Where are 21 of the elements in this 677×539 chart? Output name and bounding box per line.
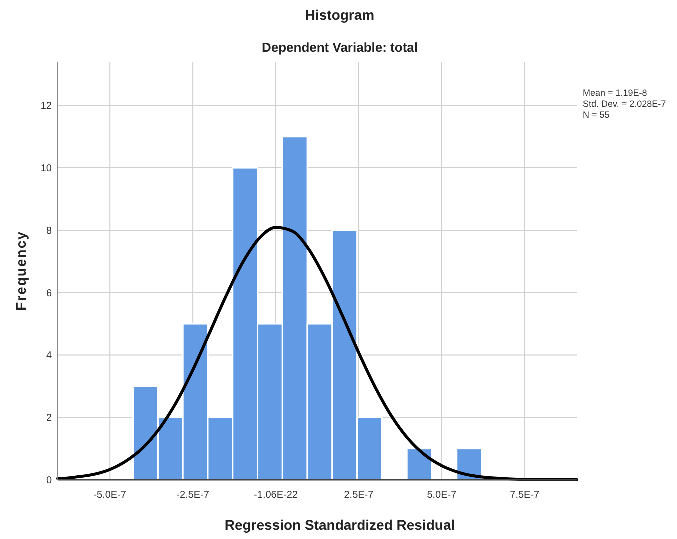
- y-tick-label: 6: [46, 288, 52, 300]
- x-tick-label: 5.0E-7: [427, 490, 458, 501]
- text: Mean = 1.19E-8: [583, 88, 648, 98]
- y-tick-label: 4: [46, 350, 52, 362]
- chart-subtitle: Dependent Variable: total: [262, 40, 418, 55]
- text: N = 55: [583, 110, 610, 120]
- x-tick-label: -5.0E-7: [94, 490, 127, 501]
- y-tick-label: 8: [46, 226, 52, 237]
- chart-title: Histogram: [305, 7, 375, 23]
- x-tick-label: -1.06E-22: [254, 490, 298, 501]
- y-tick-label: 10: [40, 164, 52, 175]
- x-tick-label: 2.5E-7: [344, 490, 374, 501]
- x-tick-label: -2.5E-7: [176, 490, 210, 501]
- line-series: [56, 226, 578, 482]
- y-axis-title: Frequency: [13, 231, 29, 311]
- y-tick-label: 0: [46, 476, 52, 486]
- x-axis-title: Regression Standardized Residual: [224, 517, 456, 533]
- text: Std. Dev. = 2.028E-7: [583, 99, 666, 109]
- y-tick-label: 2: [46, 413, 52, 424]
- y-tick-label: 12: [40, 101, 52, 112]
- x-tick-label: 7.5E-7: [510, 490, 540, 501]
